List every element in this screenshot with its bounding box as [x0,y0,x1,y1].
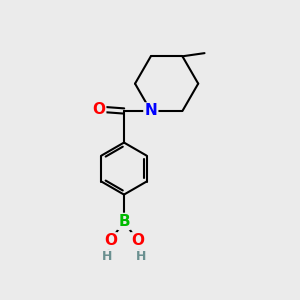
Text: N: N [145,103,157,118]
Text: B: B [118,214,130,229]
Text: O: O [131,233,144,248]
Text: H: H [102,250,112,263]
Text: H: H [136,250,146,263]
Text: O: O [92,102,105,117]
Text: O: O [104,233,117,248]
